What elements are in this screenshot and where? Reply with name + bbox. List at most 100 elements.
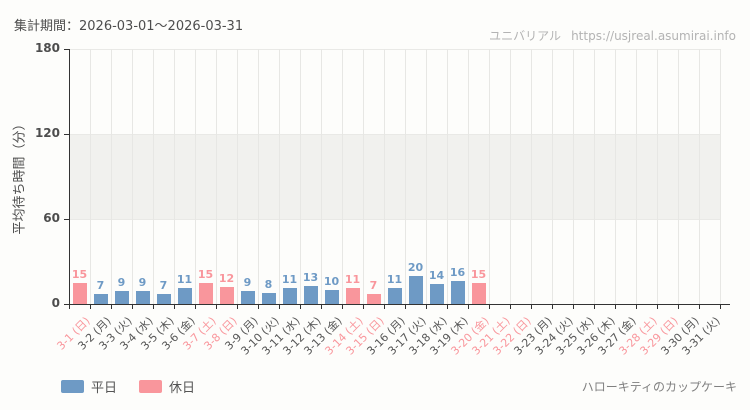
v-gridline xyxy=(615,49,616,304)
y-tick-mark xyxy=(64,304,69,305)
legend-label-holiday: 休日 xyxy=(169,381,196,396)
v-gridline xyxy=(384,49,385,304)
x-tick-mark xyxy=(342,304,343,309)
v-gridline xyxy=(111,49,112,304)
v-gridline xyxy=(489,49,490,304)
bar xyxy=(303,286,318,304)
v-gridline xyxy=(636,49,637,304)
plot-area: 15 7 9 9 7 11 15 12 9 8 11 13 10 11 7 11 20 14 16 15 xyxy=(64,49,730,309)
bar xyxy=(450,281,465,304)
legend: 平日 休日 xyxy=(61,377,195,396)
bar xyxy=(240,291,255,304)
y-tick-label: 180 xyxy=(34,41,60,55)
v-gridline xyxy=(573,49,574,304)
bar xyxy=(72,283,87,304)
x-tick-mark xyxy=(363,304,364,309)
x-tick-mark xyxy=(111,304,112,309)
x-tick-mark xyxy=(489,304,490,309)
x-tick-mark xyxy=(447,304,448,309)
v-gridline xyxy=(699,49,700,304)
x-tick-mark xyxy=(657,304,658,309)
watermark-url: https://usjreal.asumirai.info xyxy=(571,29,736,43)
v-gridline xyxy=(510,49,511,304)
bar-value-label: 11 xyxy=(176,273,193,286)
bar-value-label: 15 xyxy=(197,268,214,281)
legend-item-weekday[interactable]: 平日 xyxy=(61,377,117,396)
legend-swatch-holiday xyxy=(139,380,163,393)
h-gridline xyxy=(69,134,720,135)
v-gridline xyxy=(153,49,154,304)
split-band xyxy=(69,134,720,219)
v-gridline xyxy=(216,49,217,304)
bar-value-label: 7 xyxy=(159,279,168,292)
x-axis-labels: 3-1 (日) 3-2 (月) 3-3 (火) 3-4 (水) 3-5 (木) 3-6 (… xyxy=(55,304,723,384)
x-tick-mark xyxy=(678,304,679,309)
y-tick-mark xyxy=(64,219,69,220)
x-tick-mark xyxy=(510,304,511,309)
bar xyxy=(471,283,486,304)
x-tick-mark xyxy=(636,304,637,309)
bar-value-label: 11 xyxy=(344,273,361,286)
legend-label-weekday: 平日 xyxy=(91,381,118,396)
bar-value-label: 8 xyxy=(264,278,273,291)
bar-value-label: 9 xyxy=(138,276,147,289)
y-tick-label: 60 xyxy=(43,211,60,225)
x-tick-mark xyxy=(321,304,322,309)
v-gridline xyxy=(300,49,301,304)
v-gridline xyxy=(342,49,343,304)
report-period-title: 集計期間：2026-03-01～2026-03-31 xyxy=(14,19,244,34)
v-gridline xyxy=(195,49,196,304)
v-gridline xyxy=(405,49,406,304)
bar xyxy=(366,294,381,304)
watermark: ユニバリアル https://usjreal.asumirai.info xyxy=(489,27,736,44)
v-gridline xyxy=(447,49,448,304)
bar xyxy=(408,276,423,304)
v-gridline xyxy=(657,49,658,304)
bar-value-label: 11 xyxy=(281,273,298,286)
v-gridline xyxy=(258,49,259,304)
x-tick-mark xyxy=(573,304,574,309)
bar-value-label: 20 xyxy=(407,261,424,274)
v-gridline xyxy=(321,49,322,304)
x-tick-mark xyxy=(468,304,469,309)
v-gridline xyxy=(363,49,364,304)
bar-value-label: 16 xyxy=(449,266,466,279)
h-gridline xyxy=(69,49,720,50)
x-tick-mark xyxy=(237,304,238,309)
y-axis-line xyxy=(69,49,70,304)
x-tick-mark xyxy=(174,304,175,309)
bar xyxy=(219,287,234,304)
x-tick-mark xyxy=(300,304,301,309)
h-gridline xyxy=(69,219,720,220)
bar-value-label: 7 xyxy=(96,279,105,292)
x-tick-mark xyxy=(384,304,385,309)
legend-item-holiday[interactable]: 休日 xyxy=(139,377,195,396)
x-tick-mark xyxy=(426,304,427,309)
v-gridline xyxy=(237,49,238,304)
y-tick-label: 0 xyxy=(51,296,60,310)
x-tick-mark xyxy=(153,304,154,309)
bar-value-label: 9 xyxy=(117,276,126,289)
bar-value-label: 9 xyxy=(243,276,252,289)
bar xyxy=(198,283,213,304)
bar xyxy=(114,291,129,304)
v-gridline xyxy=(678,49,679,304)
bar xyxy=(387,288,402,304)
x-tick-mark xyxy=(279,304,280,309)
v-gridline xyxy=(594,49,595,304)
bar-value-label: 7 xyxy=(369,279,378,292)
v-gridline xyxy=(552,49,553,304)
x-tick-mark xyxy=(90,304,91,309)
x-tick-mark xyxy=(132,304,133,309)
y-tick-mark xyxy=(64,134,69,135)
x-tick-mark xyxy=(615,304,616,309)
bar xyxy=(177,288,192,304)
bar-value-label: 11 xyxy=(386,273,403,286)
bar-value-label: 13 xyxy=(302,271,319,284)
x-tick-mark xyxy=(405,304,406,309)
x-tick-mark xyxy=(552,304,553,309)
legend-swatch-weekday xyxy=(61,380,84,393)
v-gridline xyxy=(531,49,532,304)
x-tick-mark xyxy=(594,304,595,309)
bar xyxy=(429,284,444,304)
